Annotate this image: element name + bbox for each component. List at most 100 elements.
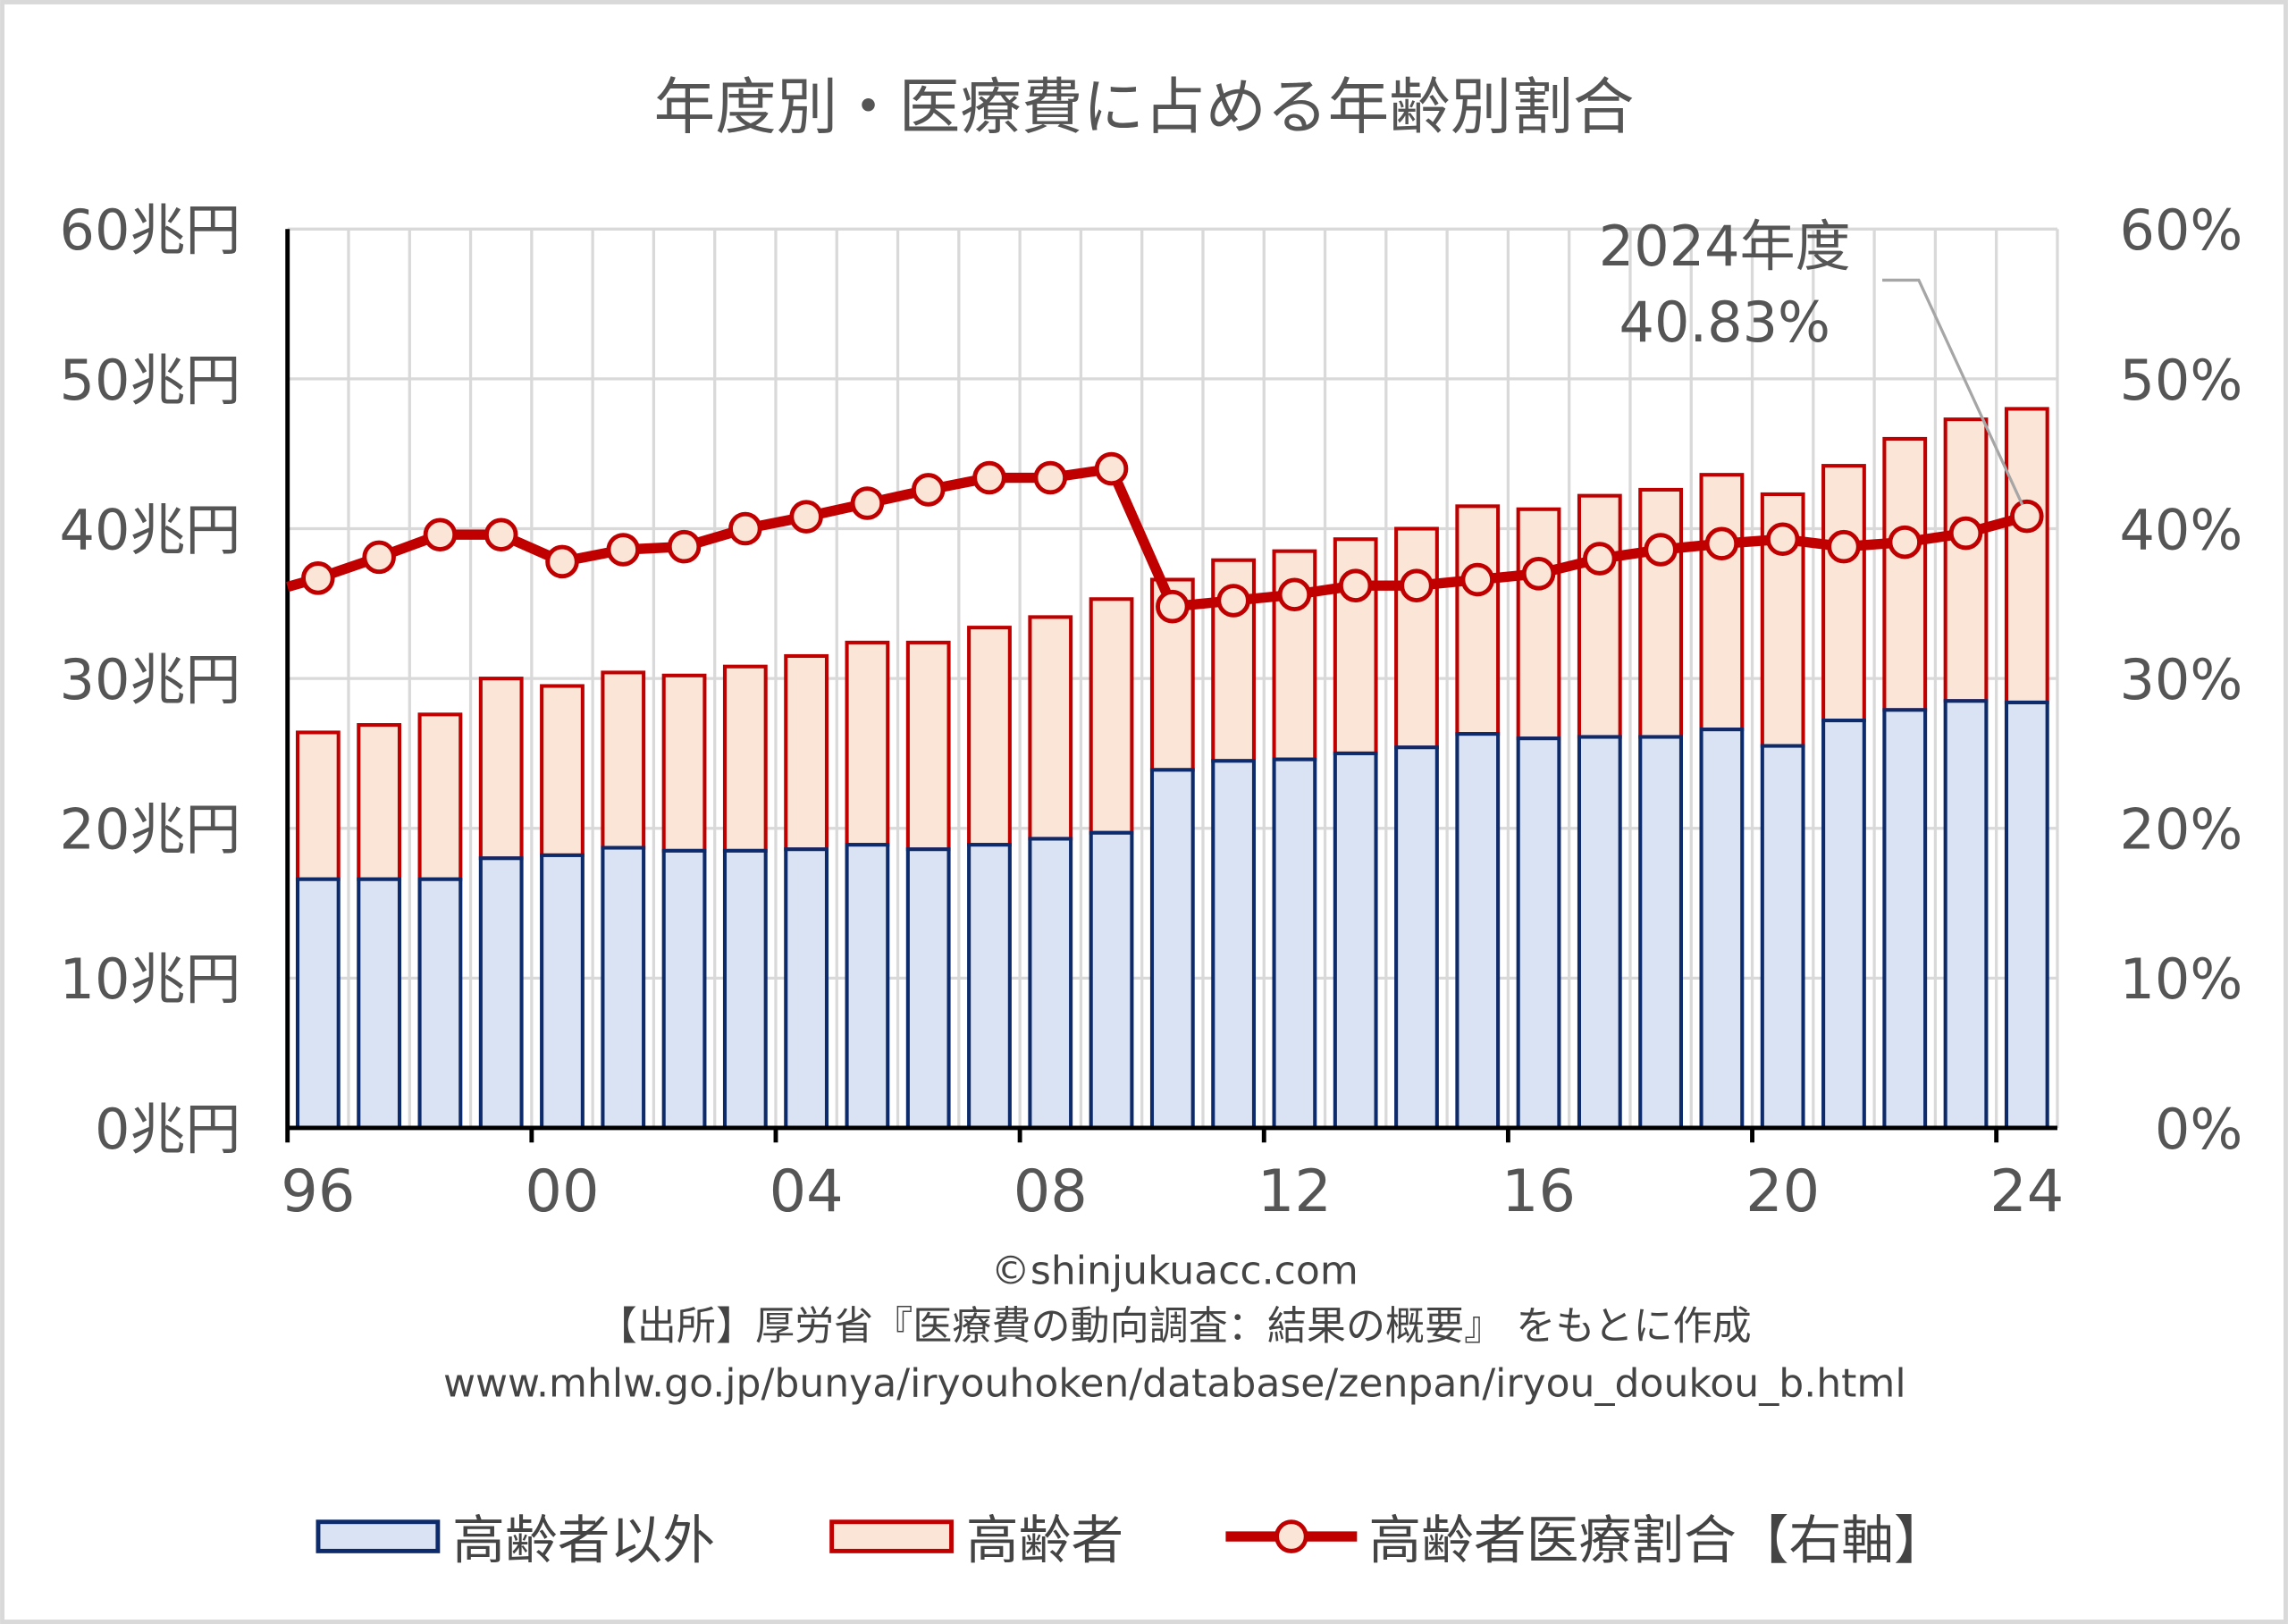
bar-non-elderly-09	[1089, 830, 1134, 1130]
bar-elderly-24	[2004, 407, 2049, 704]
x-tick-label: 20	[1745, 1157, 1820, 1225]
ratio-point-98	[423, 517, 458, 551]
legend-swatch-non-elderly	[315, 1519, 441, 1553]
bar-non-elderly-23	[1943, 699, 1989, 1130]
credit: ©shinjukuacc.com	[991, 1249, 1358, 1294]
bar-non-elderly-20	[1760, 744, 1805, 1130]
y-right-tick-label: 30%	[2119, 647, 2242, 712]
axes	[285, 229, 2057, 1143]
ratio-point-21	[1827, 529, 1861, 564]
ratio-point-05	[850, 486, 885, 520]
y-left-tick-label: 50兆円	[60, 348, 241, 413]
ratio-point-20	[1765, 522, 1800, 557]
annotation-leader-line	[1882, 278, 2024, 506]
bars	[295, 407, 2049, 1130]
bar-elderly-98	[417, 712, 463, 881]
bar-non-elderly-11	[1211, 759, 1257, 1130]
source-url: www.mhlw.go.jp/bunya/iryouhoken/database…	[443, 1360, 1906, 1406]
y-right-tick-label: 0%	[2155, 1097, 2242, 1162]
bar-elderly-97	[357, 723, 402, 881]
ratio-point-10	[1156, 589, 1190, 624]
y-left-tick-label: 20兆円	[60, 797, 241, 862]
ratio-point-08	[1033, 460, 1068, 495]
x-tick-label: 00	[525, 1157, 599, 1225]
legend-label-ratio: 高齢者医療割合【右軸】	[1368, 1510, 1946, 1571]
bar-elderly-14	[1394, 526, 1439, 750]
bar-non-elderly-99	[478, 856, 524, 1130]
ratio-point-09	[1094, 451, 1129, 486]
ratio-point-04	[789, 500, 823, 534]
ratio-point-22	[1888, 525, 1922, 560]
x-tick-label: 24	[1989, 1157, 2064, 1225]
x-tick-labels: 96 00 04 08 12 16 20 24	[281, 1157, 2064, 1225]
source-note: 【出所】厚労省『医療費の動向調査：結果の概要』 をもとに作成	[598, 1304, 1752, 1350]
bar-elderly-17	[1577, 493, 1622, 739]
ratio-point-07	[972, 460, 1006, 495]
bar-elderly-16	[1516, 507, 1561, 741]
y-left-tick-label: 10兆円	[60, 947, 241, 1012]
x-tick-label: 16	[1502, 1157, 1576, 1225]
y-left-tick-label: 0兆円	[95, 1097, 240, 1162]
bar-elderly-09	[1089, 597, 1134, 835]
bar-elderly-04	[784, 653, 829, 852]
ratio-point-97	[362, 540, 396, 575]
legend: 高齢者以外 高齢者 高齢者医療割合【右軸】	[315, 1510, 1947, 1571]
legend-marker-ratio	[1274, 1519, 1308, 1553]
bar-non-elderly-14	[1394, 745, 1439, 1130]
bar-non-elderly-08	[1028, 837, 1073, 1130]
bar-elderly-96	[295, 730, 341, 881]
bar-non-elderly-18	[1638, 735, 1684, 1130]
ratio-point-96	[301, 561, 335, 595]
ratio-point-17	[1583, 542, 1617, 576]
ratio-point-13	[1338, 568, 1373, 602]
bar-non-elderly-22	[1882, 708, 1928, 1130]
ratio-point-03	[728, 511, 762, 546]
bar-elderly-99	[478, 677, 524, 861]
annotation: 2024年度 40.83%	[1599, 214, 2024, 506]
bar-non-elderly-07	[967, 843, 1012, 1130]
legend-label-non-elderly: 高齢者以外	[452, 1510, 715, 1571]
bar-non-elderly-21	[1821, 719, 1866, 1130]
y-left-tick-label: 40兆円	[60, 497, 241, 562]
ratio-point-01	[606, 533, 641, 567]
bar-elderly-13	[1333, 537, 1378, 755]
bar-non-elderly-00	[540, 853, 585, 1130]
ratio-point-24	[2010, 499, 2044, 534]
bar-non-elderly-02	[661, 848, 707, 1130]
bar-elderly-01	[601, 670, 646, 850]
bar-non-elderly-05	[845, 843, 890, 1130]
bar-non-elderly-17	[1577, 735, 1622, 1130]
bar-non-elderly-03	[722, 848, 768, 1130]
ratio-line	[286, 451, 2044, 624]
legend-label-elderly: 高齢者	[966, 1510, 1123, 1571]
annotation-value: 40.83%	[1619, 290, 1830, 355]
bar-elderly-07	[967, 626, 1012, 847]
bar-non-elderly-10	[1149, 768, 1195, 1130]
bar-non-elderly-98	[417, 877, 463, 1130]
y-right-tick-label: 40%	[2119, 497, 2242, 562]
bar-non-elderly-24	[2004, 700, 2049, 1130]
ratio-point-02	[667, 529, 702, 564]
bar-elderly-19	[1699, 473, 1745, 732]
bar-non-elderly-06	[905, 847, 951, 1130]
bar-elderly-21	[1821, 464, 1866, 723]
x-tick-label: 04	[770, 1157, 844, 1225]
legend-swatch-elderly	[829, 1519, 954, 1553]
x-tick-label: 12	[1258, 1157, 1332, 1225]
bar-elderly-15	[1455, 504, 1501, 736]
ratio-point-16	[1521, 557, 1556, 591]
annotation-year: 2024年度	[1599, 214, 1851, 279]
bar-elderly-02	[661, 673, 707, 853]
bar-non-elderly-15	[1455, 732, 1501, 1130]
y-right-tick-label: 50%	[2119, 348, 2242, 413]
ratio-point-14	[1400, 568, 1434, 602]
y-left-tick-label: 60兆円	[60, 198, 241, 263]
bar-elderly-03	[722, 664, 768, 853]
bar-non-elderly-01	[601, 846, 646, 1130]
ratio-point-06	[911, 473, 946, 507]
bar-non-elderly-16	[1516, 736, 1561, 1130]
y-right-tick-label: 10%	[2119, 947, 2242, 1012]
bar-elderly-06	[905, 640, 951, 852]
chart-title: 年度別・医療費に占める年齢別割合	[654, 72, 1635, 144]
